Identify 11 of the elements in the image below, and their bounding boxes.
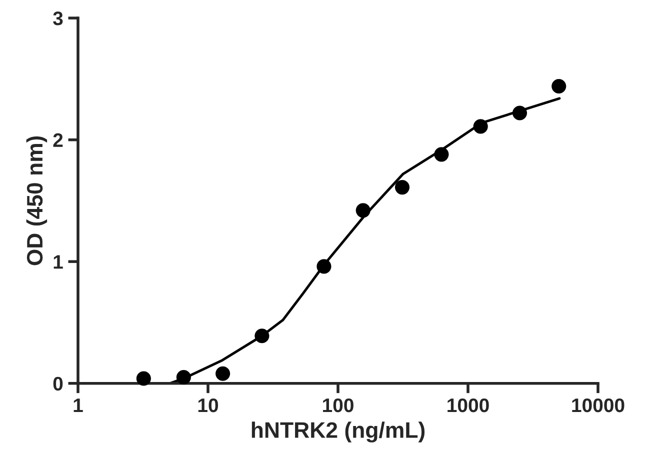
x-tick-label: 100 — [323, 398, 354, 412]
x-tick-label: 10 — [198, 398, 218, 412]
y-tick-label: 1 — [54, 255, 63, 269]
y-tick-label: 2 — [53, 133, 63, 147]
x-tick-label: 10000 — [572, 398, 624, 412]
x-tick-label: 1 — [74, 398, 83, 412]
x-tick-label: 1000 — [448, 398, 489, 412]
y-tick-label: 3 — [53, 12, 63, 26]
x-axis-title: hNTRK2 (ng/mL) — [252, 422, 425, 442]
y-axis-title: OD (450 nm) — [26, 136, 48, 266]
y-tick-label: 0 — [53, 376, 63, 391]
